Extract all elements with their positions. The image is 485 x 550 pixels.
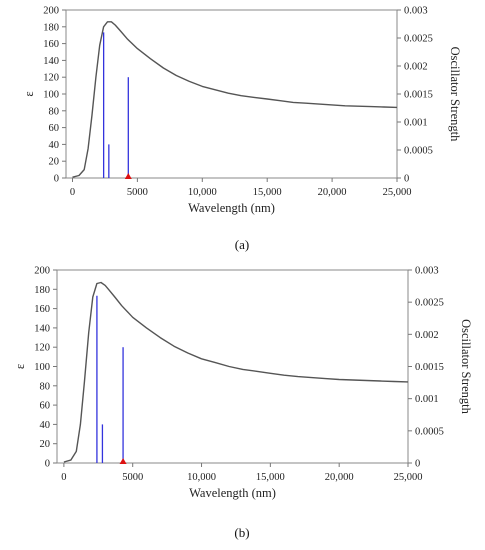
figure-caption: (a)	[235, 237, 249, 252]
y-tick-label: 140	[43, 56, 59, 67]
y-tick-label: 20	[40, 439, 51, 450]
y-tick-label: 200	[34, 266, 50, 277]
x-tick-label: 5000	[127, 187, 148, 198]
chart-panel-a: 0 20 40 60 80 100 120 140 160 180 200 0 0.0005 0.001 0…	[22, 6, 462, 253]
y-tick-label: 160	[43, 39, 59, 50]
x-axis-label: Wavelength (nm)	[188, 201, 275, 215]
y-right-tick-label: 0.003	[404, 6, 428, 17]
x-tick-label: 5000	[122, 472, 143, 483]
x-axis-label: Wavelength (nm)	[189, 486, 276, 500]
y-tick-label: 20	[49, 157, 60, 168]
y-tick-label: 40	[49, 140, 60, 151]
y-axis-label: ε	[22, 91, 36, 96]
x-tick-label: 20,000	[325, 472, 354, 483]
y-right-tick-label: 0.002	[404, 62, 428, 73]
y-right-tick-label: 0.001	[404, 118, 428, 129]
x-tick-label: 20,000	[318, 187, 347, 198]
y-tick-label: 180	[34, 285, 50, 296]
y-right-tick-label: 0.0025	[415, 298, 444, 309]
y-right-tick-label: 0	[415, 459, 420, 470]
figure-caption: (b)	[234, 525, 249, 540]
x-tick-label: 0	[70, 187, 75, 198]
y-tick-label: 120	[43, 73, 59, 84]
y-right-tick-label: 0.002	[415, 330, 439, 341]
y-tick-label: 40	[40, 420, 51, 431]
x-tick-label: 25,000	[383, 187, 412, 198]
y-tick-label: 0	[54, 174, 59, 185]
y-tick-label: 120	[34, 343, 50, 354]
excitation-marker	[124, 173, 132, 179]
y-tick-label: 60	[49, 123, 60, 134]
x-tick-label: 15,000	[256, 472, 285, 483]
y-tick-label: 100	[43, 90, 59, 101]
y-tick-label: 100	[34, 362, 50, 373]
y-tick-label: 80	[49, 106, 60, 117]
chart-panel-b: 0 20 40 60 80 100 120 140 160 180 200 0 0.0005 0.001 0…	[13, 266, 473, 541]
y-right-tick-label: 0.0015	[415, 362, 444, 373]
plot-frame	[56, 269, 409, 464]
y-right-tick-label: 0.001	[415, 394, 439, 405]
y-tick-label: 200	[43, 6, 59, 17]
x-tick-label: 10,000	[187, 472, 216, 483]
y-tick-label: 160	[34, 304, 50, 315]
y-tick-label: 60	[40, 401, 51, 412]
x-tick-label: 15,000	[253, 187, 282, 198]
absorption-curve	[72, 21, 398, 178]
excitation-marker	[119, 458, 127, 464]
y-right-tick-label: 0.0005	[404, 146, 433, 157]
y-right-tick-label: 0	[404, 174, 409, 185]
y-tick-label: 80	[40, 381, 51, 392]
y-right-tick-label: 0.0025	[404, 34, 433, 45]
y-axis-label: ε	[13, 364, 27, 369]
absorption-curve	[63, 281, 409, 463]
y-tick-label: 0	[45, 459, 50, 470]
y-tick-label: 180	[43, 22, 59, 33]
y-right-tick-label: 0.003	[415, 266, 439, 277]
y-right-axis-label: Oscillator Strength	[448, 47, 462, 143]
x-tick-label: 0	[61, 472, 66, 483]
y-tick-label: 140	[34, 323, 50, 334]
x-tick-label: 25,000	[394, 472, 423, 483]
x-tick-label: 10,000	[188, 187, 217, 198]
y-right-axis-label: Oscillator Strength	[459, 319, 473, 415]
y-right-tick-label: 0.0005	[415, 426, 444, 437]
y-right-tick-label: 0.0015	[404, 90, 433, 101]
